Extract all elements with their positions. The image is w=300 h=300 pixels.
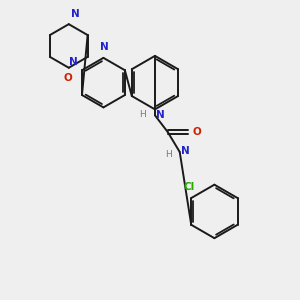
Text: N: N [69,57,78,67]
Text: N: N [100,42,109,52]
Text: H: H [165,151,172,160]
Text: N: N [156,110,165,120]
Text: Cl: Cl [184,182,195,192]
Text: O: O [193,127,201,137]
Text: N: N [181,146,190,156]
Text: N: N [71,9,80,19]
Text: O: O [63,73,72,83]
Text: H: H [139,110,146,119]
